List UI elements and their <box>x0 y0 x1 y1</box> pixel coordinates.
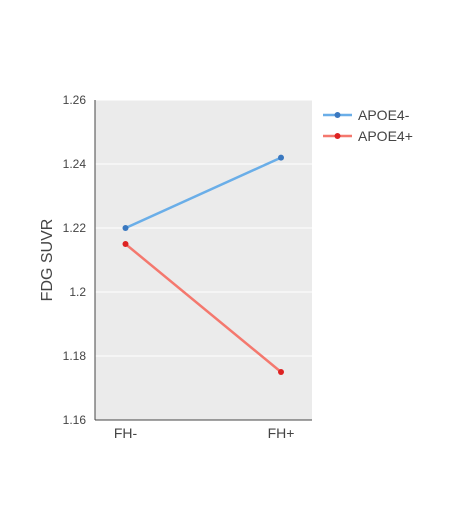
legend[interactable]: APOE4- APOE4+ <box>323 107 413 144</box>
y-tick-label: 1.26 <box>63 93 87 107</box>
legend-label: APOE4+ <box>358 128 413 144</box>
y-tick-label: 1.24 <box>63 157 87 171</box>
y-axis-title: FDG SUVR <box>39 219 56 302</box>
y-tick-label: 1.16 <box>63 413 87 427</box>
data-point <box>122 241 129 247</box>
legend-marker-swatch <box>334 133 341 139</box>
y-tick-labels: 1.16 1.18 1.2 1.22 1.24 1.26 <box>63 93 87 427</box>
data-point <box>278 154 284 161</box>
y-tick-label: 1.18 <box>63 349 87 363</box>
legend-label: APOE4- <box>358 107 410 123</box>
data-point <box>122 225 129 231</box>
x-tick-label: FH- <box>114 425 138 441</box>
x-tick-labels: FH- FH+ <box>114 425 295 441</box>
y-tick-label: 1.2 <box>69 285 86 299</box>
data-point <box>278 369 284 375</box>
legend-item[interactable]: APOE4- <box>323 107 410 123</box>
legend-item[interactable]: APOE4+ <box>323 128 413 144</box>
data-series <box>122 154 284 375</box>
series-line <box>124 243 282 373</box>
legend-marker-swatch <box>334 112 341 118</box>
axes <box>94 100 312 421</box>
y-tick-label: 1.22 <box>63 221 87 235</box>
series-line <box>124 156 282 230</box>
x-tick-label: FH+ <box>268 425 295 441</box>
